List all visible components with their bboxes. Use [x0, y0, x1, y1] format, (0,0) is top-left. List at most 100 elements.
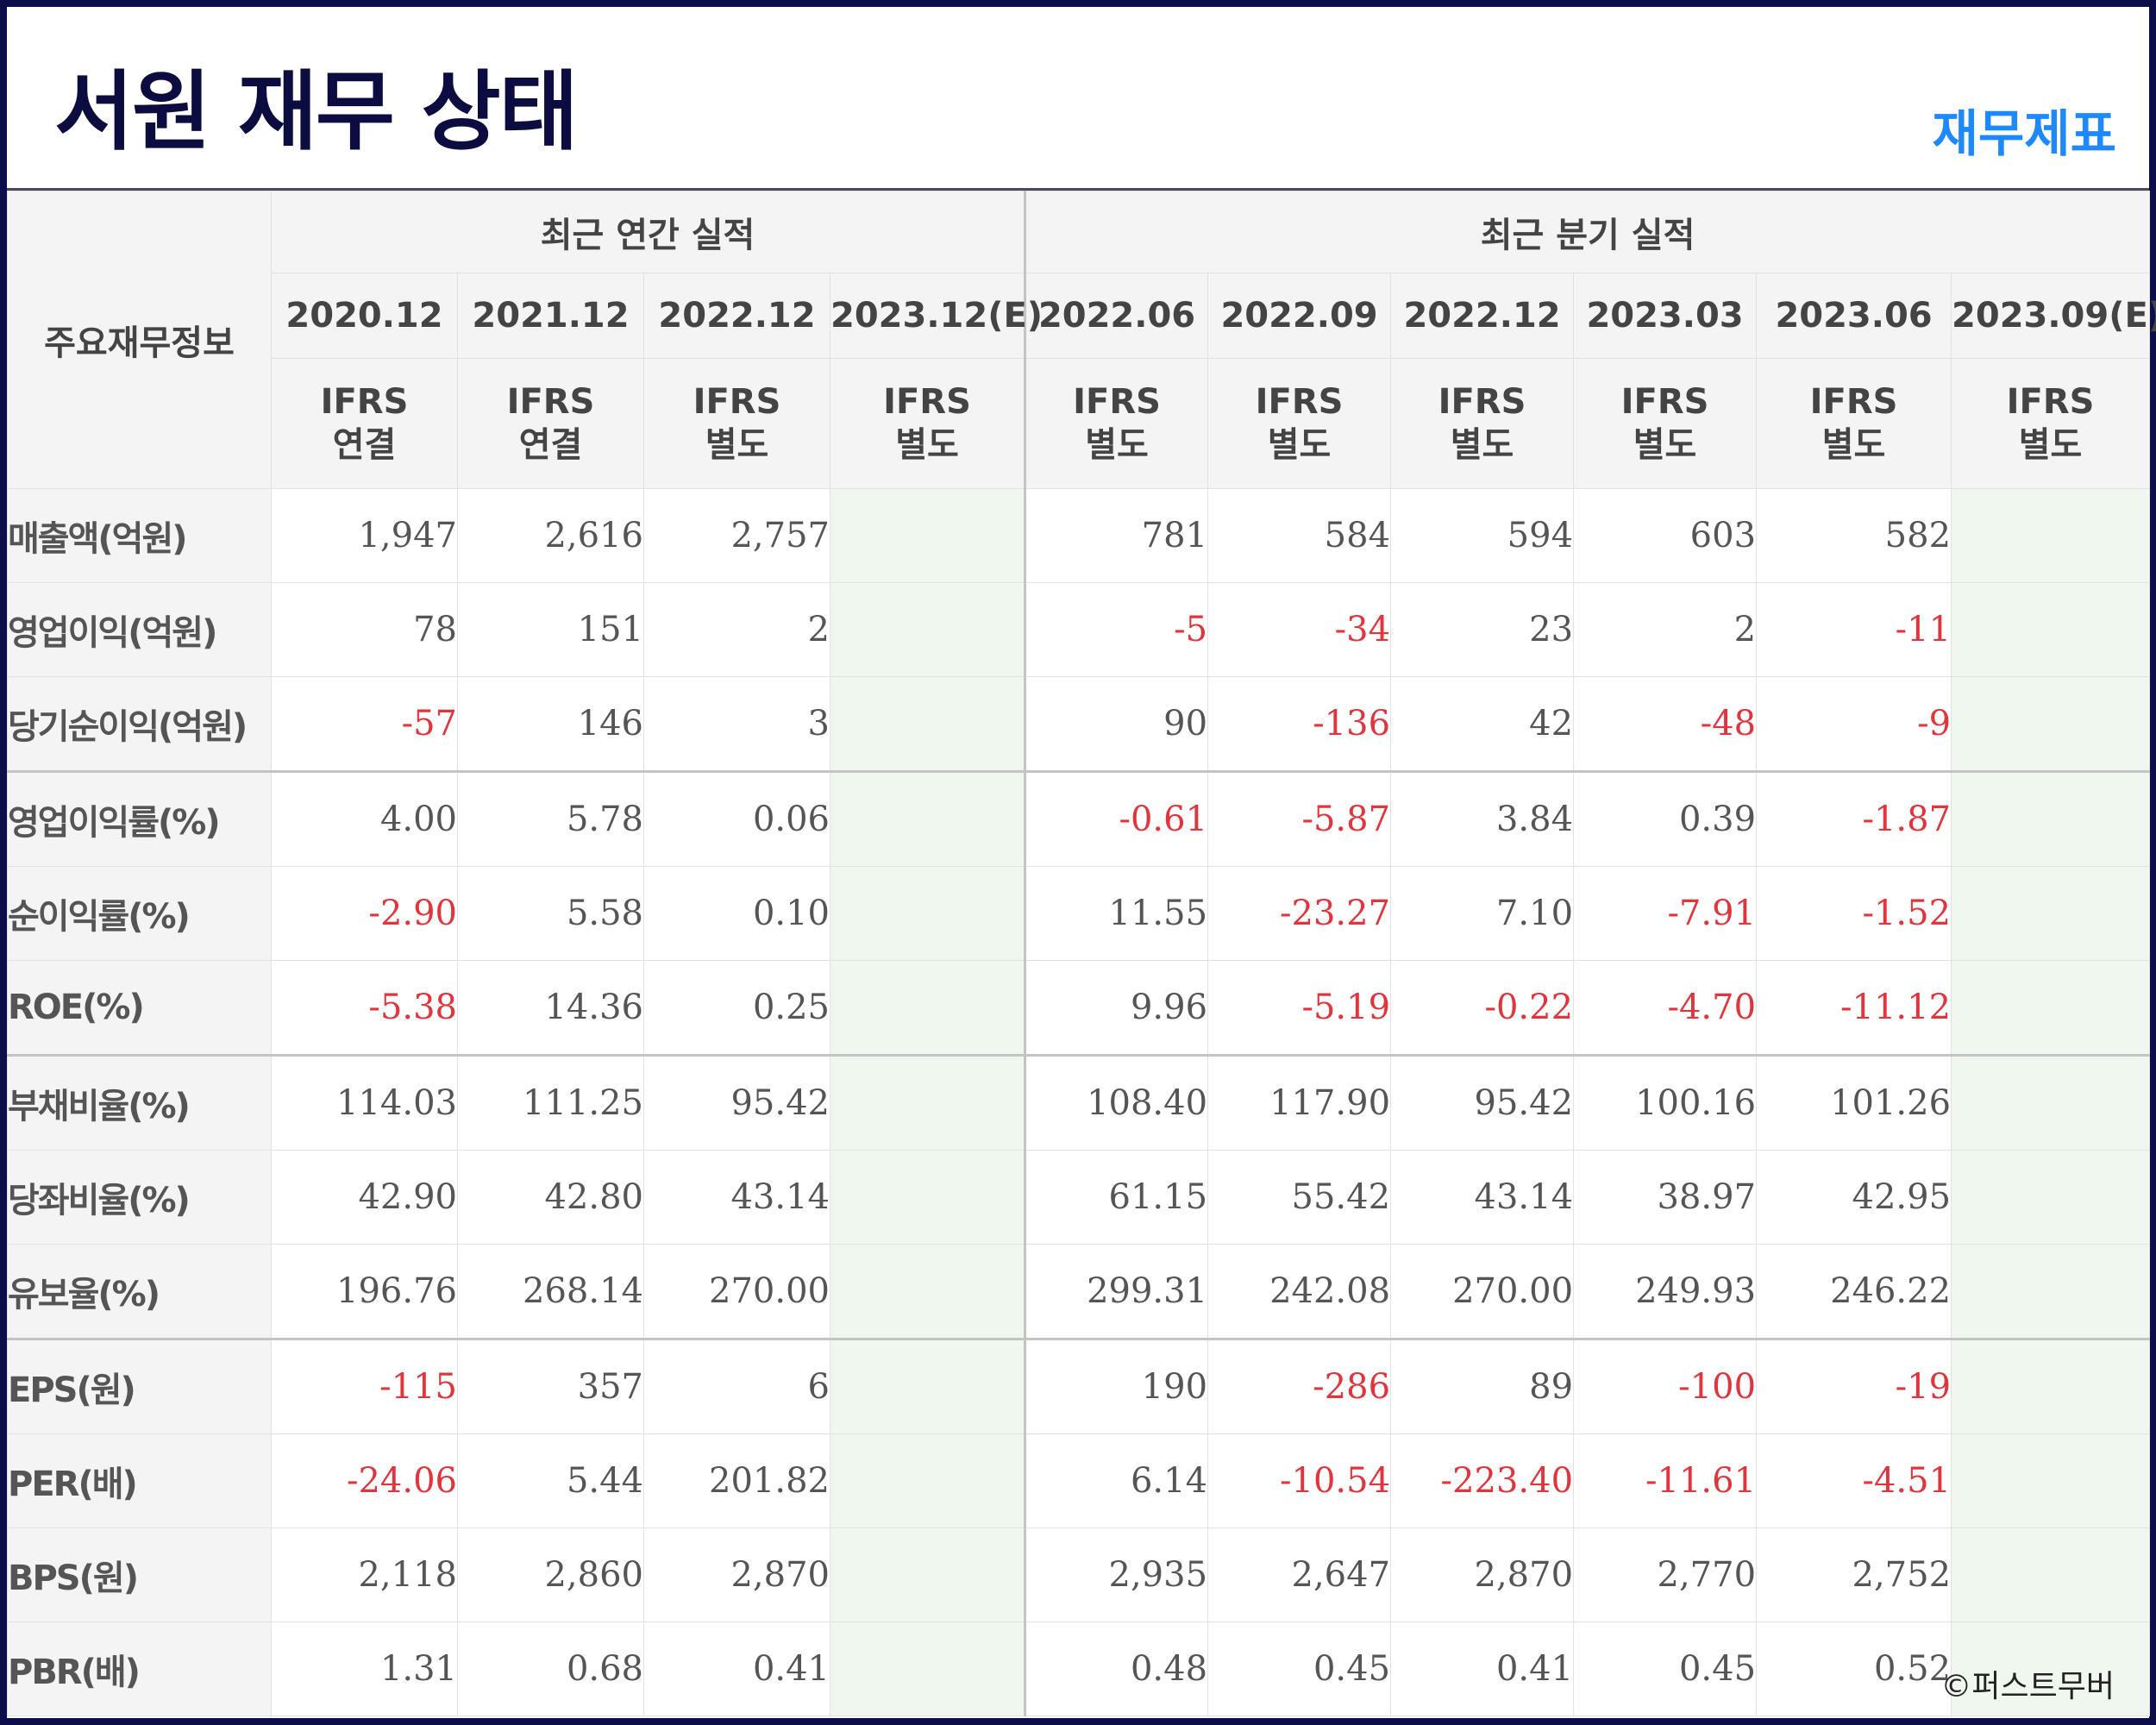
- row-label: PBR(배): [7, 1622, 272, 1716]
- table-cell: 603: [1573, 488, 1758, 583]
- row-label: 유보율(%): [7, 1244, 272, 1339]
- table-cell: 2,752: [1756, 1527, 1952, 1622]
- table-cell: -115: [271, 1338, 458, 1434]
- row-label: PER(배): [7, 1433, 272, 1528]
- ifrs-basis-label: 별도: [1821, 425, 1886, 465]
- table-cell: 5.58: [457, 866, 644, 961]
- table-cell: 270.00: [1390, 1244, 1575, 1339]
- ifrs-header: IFRS 연결: [457, 358, 644, 489]
- table-cell: 6.14: [1024, 1433, 1209, 1528]
- table-cell: 7.10: [1390, 866, 1575, 961]
- ifrs-header: IFRS 별도: [1024, 358, 1209, 489]
- table-cell: 1,947: [271, 488, 458, 583]
- table-cell: 0.68: [457, 1622, 644, 1716]
- table-row: 당좌비율(%) 42.90 42.80 43.14 61.15 55.42 43.14 38.…: [7, 1150, 2151, 1245]
- period-header: 2023.06: [1756, 273, 1952, 359]
- table-cell: 11.55: [1024, 866, 1209, 961]
- table-cell: 1.31: [271, 1622, 458, 1716]
- table-cell: [829, 1150, 1026, 1245]
- table-row: 영업이익률(%) 4.00 5.78 0.06 -0.61 -5.87 3.84 0.39 -1…: [7, 770, 2151, 867]
- table-cell: [1951, 1527, 2151, 1622]
- table-cell: 0.45: [1207, 1622, 1392, 1716]
- page-title: 서원 재무 상태: [54, 61, 579, 162]
- table-cell: 61.15: [1024, 1150, 1209, 1245]
- row-label: ROE(%): [7, 960, 272, 1056]
- table-cell: -19: [1756, 1338, 1952, 1434]
- table-cell: 246.22: [1756, 1244, 1952, 1339]
- table-cell: -9: [1756, 676, 1952, 772]
- table-cell: [1951, 582, 2151, 677]
- ifrs-label: IFRS: [883, 382, 971, 422]
- table-cell: 42.95: [1756, 1150, 1952, 1245]
- ifrs-basis-label: 별도: [1267, 425, 1332, 465]
- table-cell: -24.06: [271, 1433, 458, 1528]
- ifrs-basis-label: 별도: [2018, 425, 2083, 465]
- table-cell: -57: [271, 676, 458, 772]
- table-cell: [829, 1527, 1026, 1622]
- table-cell: -2.90: [271, 866, 458, 961]
- copyright-text: ©퍼스트무버: [1940, 1669, 2115, 1704]
- table-cell: -5.19: [1207, 960, 1392, 1056]
- table-cell: 5.78: [457, 770, 644, 867]
- table-cell: 0.41: [1390, 1622, 1575, 1716]
- table-cell: -4.70: [1573, 960, 1758, 1056]
- table-row: BPS(원) 2,118 2,860 2,870 2,935 2,647 2,870 2,77…: [7, 1527, 2151, 1622]
- table-cell: [1951, 1244, 2151, 1339]
- table-cell: 190: [1024, 1338, 1209, 1434]
- table-cell: 2,616: [457, 488, 644, 583]
- table-cell: 2: [643, 582, 830, 677]
- table-cell: -100: [1573, 1338, 1758, 1434]
- table-cell: 0.45: [1573, 1622, 1758, 1716]
- period-header: 2022.12: [1390, 273, 1575, 359]
- table-row: 유보율(%) 196.76 268.14 270.00 299.31 242.08 270.…: [7, 1244, 2151, 1339]
- table-cell: 0.10: [643, 866, 830, 961]
- table-cell: 781: [1024, 488, 1209, 583]
- table-cell: 78: [271, 582, 458, 677]
- period-header: 2022.12: [643, 273, 830, 359]
- ifrs-header: IFRS 별도: [829, 358, 1026, 489]
- table-cell: [829, 960, 1026, 1056]
- ifrs-label: IFRS: [1255, 382, 1344, 422]
- table-cell: 2: [1573, 582, 1758, 677]
- period-header: 2023.09(E): [1951, 273, 2156, 359]
- ifrs-label: IFRS: [1438, 382, 1526, 422]
- table-cell: [829, 770, 1026, 867]
- ifrs-basis-label: 연결: [332, 425, 397, 465]
- table-cell: 43.14: [1390, 1150, 1575, 1245]
- table-cell: 0.52: [1756, 1622, 1952, 1716]
- table-cell: 249.93: [1573, 1244, 1758, 1339]
- table-cell: [829, 1244, 1026, 1339]
- table-cell: 100.16: [1573, 1054, 1758, 1151]
- table-cell: 114.03: [271, 1054, 458, 1151]
- table-cell: 0.25: [643, 960, 830, 1056]
- table-cell: -10.54: [1207, 1433, 1392, 1528]
- row-label: BPS(원): [7, 1527, 272, 1622]
- table-row: ROE(%) -5.38 14.36 0.25 9.96 -5.19 -0.22 -4.70-…: [7, 960, 2151, 1056]
- table-cell: 4.00: [271, 770, 458, 867]
- table-cell: 582: [1756, 488, 1952, 583]
- table-cell: 268.14: [457, 1244, 644, 1339]
- table-cell: -223.40: [1390, 1433, 1575, 1528]
- table-cell: [1951, 770, 2151, 867]
- row-label: 순이익률(%): [7, 866, 272, 961]
- table-cell: [829, 866, 1026, 961]
- table-cell: -4.51: [1756, 1433, 1952, 1528]
- table-cell: [829, 1622, 1026, 1716]
- financial-statement-badge: 재무제표: [1932, 104, 2116, 163]
- table-cell: 584: [1207, 488, 1392, 583]
- row-label: EPS(원): [7, 1338, 272, 1434]
- table-cell: 0.41: [643, 1622, 830, 1716]
- table-cell: 90: [1024, 676, 1209, 772]
- table-cell: 0.39: [1573, 770, 1758, 867]
- period-header: 2022.09: [1207, 273, 1392, 359]
- table-cell: -48: [1573, 676, 1758, 772]
- table-cell: 2,118: [271, 1527, 458, 1622]
- table-cell: 2,757: [643, 488, 830, 583]
- row-label: 영업이익(억원): [7, 582, 272, 677]
- table-cell: 95.42: [643, 1054, 830, 1151]
- table-cell: 43.14: [643, 1150, 830, 1245]
- table-cell: 299.31: [1024, 1244, 1209, 1339]
- ifrs-header: IFRS 별도: [1207, 358, 1392, 489]
- table-cell: -1.87: [1756, 770, 1952, 867]
- ifrs-header: IFRS 별도: [1390, 358, 1575, 489]
